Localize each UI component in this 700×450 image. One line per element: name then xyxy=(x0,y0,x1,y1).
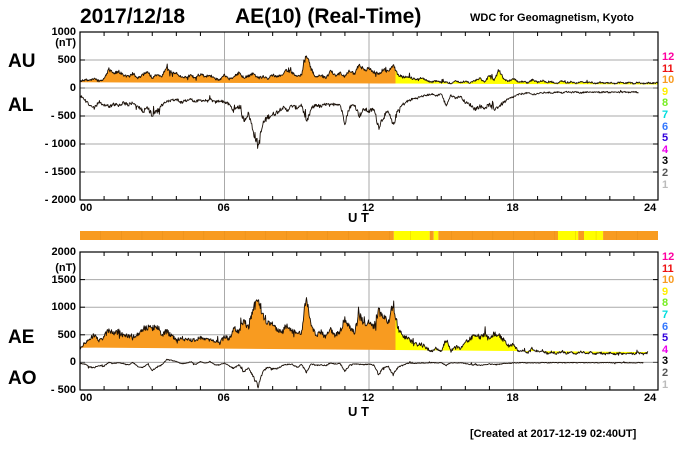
legend-item-12: 12 xyxy=(662,251,675,263)
legend-item-8: 8 xyxy=(662,297,669,310)
legend-item-8: 8 xyxy=(662,97,669,110)
legend-item-1: 1 xyxy=(662,378,669,391)
legend-item-6: 6 xyxy=(662,120,669,133)
legend-item-3: 3 xyxy=(662,355,669,368)
panel0-ytick-label: - 500 xyxy=(50,110,76,122)
legend-item-7: 7 xyxy=(662,308,669,321)
panel1-xtick-label: 12 xyxy=(362,392,375,404)
panel1-ytick-label: - 500 xyxy=(50,384,76,396)
legend-item-2: 2 xyxy=(662,166,669,179)
row-label-ae: AE xyxy=(8,327,35,348)
credit-text: WDC for Geomagnetism, Kyoto xyxy=(470,12,634,24)
panel1-y-unit: (nT) xyxy=(55,262,76,274)
panel0-xtick-label: 00 xyxy=(80,202,93,214)
panel0-ytick-label: 0 xyxy=(69,82,76,94)
legend-item-4: 4 xyxy=(662,143,669,156)
panel0-ytick-label: - 1500 xyxy=(44,166,76,178)
page-title: AE(10) (Real-Time) xyxy=(235,5,422,28)
panel1-x-axis-label: U T xyxy=(348,404,369,419)
colorbar-svg xyxy=(80,231,658,240)
legend-station-count-bottom: 12 11 10 9 8 7 6 5 4 3 2 1 xyxy=(662,251,675,391)
legend-item-9: 9 xyxy=(662,285,669,298)
legend-item-2: 2 xyxy=(662,366,669,379)
panel0-y-unit: (nT) xyxy=(55,37,76,49)
panel0-xtick-label: 12 xyxy=(362,202,375,214)
legend-item-11: 11 xyxy=(662,62,674,75)
legend-item-1: 1 xyxy=(662,178,669,191)
legend-item-9: 9 xyxy=(662,85,669,98)
panel1-xtick-label: 24 xyxy=(644,392,657,404)
panel0-ytick-label: 1000 xyxy=(51,26,76,38)
panel1-ytick-label: 2000 xyxy=(51,246,76,258)
page-title-date: 2017/12/18 xyxy=(80,5,186,28)
panel1-xtick-label: 00 xyxy=(80,392,93,404)
panel1-ytick-label: 500 xyxy=(57,328,76,341)
legend-item-3: 3 xyxy=(662,155,669,168)
legend-station-count-top: 12 11 10 9 8 7 6 5 4 3 2 1 xyxy=(662,51,675,191)
panel0-xtick-label: 06 xyxy=(217,202,230,214)
panel0-ytick-label: - 2000 xyxy=(44,194,76,206)
au-al-chart-svg xyxy=(79,31,659,201)
panel-ae-ao xyxy=(0,244,700,424)
panel1-ytick-label: 0 xyxy=(69,356,76,369)
panel0-xtick-label: 18 xyxy=(506,202,519,214)
panel1-xtick-label: 06 xyxy=(217,392,230,404)
station-quality-colorbar xyxy=(0,228,700,244)
legend-item-12: 12 xyxy=(662,51,675,63)
panel0-xtick-label: 24 xyxy=(644,202,657,214)
legend-item-11: 11 xyxy=(662,262,674,275)
panel0-x-axis-label: U T xyxy=(348,210,369,225)
legend-item-10: 10 xyxy=(662,274,675,287)
legend-item-5: 5 xyxy=(662,332,669,345)
legend-item-7: 7 xyxy=(662,108,669,121)
panel1-ytick-label: 1500 xyxy=(51,273,76,286)
panel-au-al xyxy=(79,31,659,201)
legend-item-4: 4 xyxy=(662,343,669,356)
ae-ao-chart-svg xyxy=(79,251,659,391)
row-label-al: AL xyxy=(8,95,34,116)
legend-item-10: 10 xyxy=(662,74,675,87)
footer-created-text: [Created at 2017-12-19 02:40UT] xyxy=(470,428,637,440)
legend-item-5: 5 xyxy=(662,132,669,145)
row-label-au: AU xyxy=(8,51,36,72)
panel1-xtick-label: 18 xyxy=(506,392,519,404)
legend-item-6: 6 xyxy=(662,320,669,333)
panel1-ytick-label: 1000 xyxy=(51,301,76,314)
panel0-ytick-label: - 1000 xyxy=(44,138,76,150)
row-label-ao: AO xyxy=(8,368,37,389)
panel0-ytick-label: 500 xyxy=(57,54,76,66)
